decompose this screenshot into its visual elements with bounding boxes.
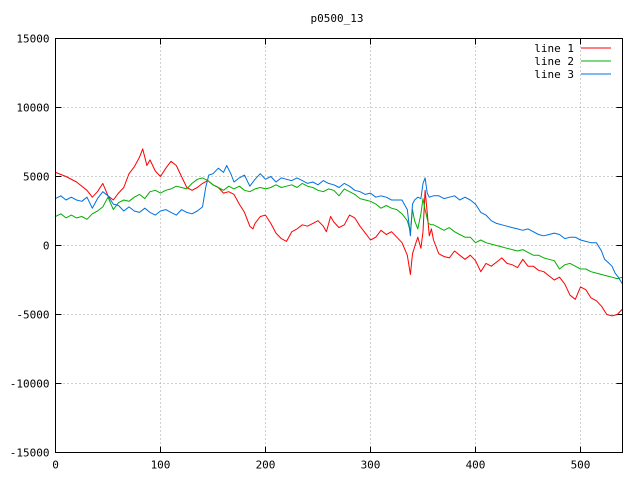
y-tick-label: 15000 [16, 33, 49, 46]
x-tick-label: 100 [151, 459, 171, 472]
x-tick-label: 0 [52, 459, 59, 472]
grid [55, 38, 623, 453]
x-tick-label: 200 [256, 459, 276, 472]
y-tick-label: 0 [43, 240, 50, 253]
y-tick-label: 10000 [16, 102, 49, 115]
y-tick-label: -5000 [16, 309, 49, 322]
x-tick-label: 500 [571, 459, 591, 472]
x-tick-label: 300 [361, 459, 381, 472]
legend-label: line 1 [534, 42, 574, 55]
legend-label: line 3 [534, 68, 574, 81]
series-line-3 [55, 165, 623, 285]
axis-ticks: -15000 -10000 -5000 0 5000 10000 15000 0 100 200 3… [10, 33, 623, 472]
plot-frame [55, 38, 623, 453]
y-tick-label: -10000 [10, 378, 50, 391]
y-tick-label: 5000 [23, 171, 50, 184]
legend-label: line 2 [534, 55, 574, 68]
series-line-1 [55, 148, 623, 317]
series-line-2 [55, 177, 623, 280]
y-tick-label: -15000 [10, 447, 50, 460]
series-lines [55, 148, 623, 317]
chart-title: p0500_13 [311, 12, 364, 25]
x-tick-label: 400 [466, 459, 486, 472]
